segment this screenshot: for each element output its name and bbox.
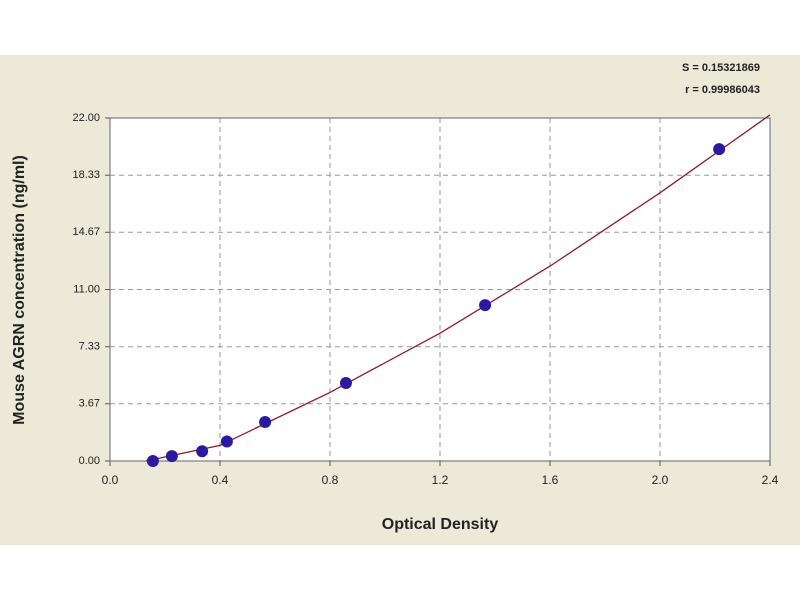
data-point <box>165 450 178 463</box>
y-tick-label: 11.00 <box>73 283 100 295</box>
data-point <box>196 445 209 458</box>
x-axis-title: Optical Density <box>382 516 499 533</box>
y-tick-label: 3.67 <box>79 398 100 410</box>
data-point <box>259 416 272 429</box>
x-tick-label: 0.0 <box>102 473 119 487</box>
x-tick-label: 0.8 <box>322 473 339 487</box>
data-point <box>220 435 233 448</box>
data-point <box>339 377 352 390</box>
data-point <box>479 299 492 312</box>
y-tick-label: 7.33 <box>79 341 100 353</box>
y-tick-label: 22.00 <box>72 112 100 124</box>
x-tick-label: 1.2 <box>432 473 449 487</box>
data-point <box>146 455 159 467</box>
fit-curve <box>145 114 771 462</box>
data-point <box>713 143 726 156</box>
x-tick-label: 2.0 <box>652 473 669 487</box>
y-tick-label: 14.67 <box>72 226 100 238</box>
x-tick-label: 0.4 <box>212 473 229 487</box>
x-tick-label: 1.6 <box>542 473 559 487</box>
y-tick-label: 0.00 <box>79 455 100 467</box>
annotation: r = 0.99986043 <box>685 84 760 96</box>
x-tick-label: 2.4 <box>762 473 779 487</box>
y-tick-label: 18.33 <box>72 169 100 181</box>
annotation: S = 0.15321869 <box>682 62 760 74</box>
y-axis-title: Mouse AGRN concentration (ng/ml) <box>11 155 28 425</box>
plot-frame <box>109 117 771 462</box>
